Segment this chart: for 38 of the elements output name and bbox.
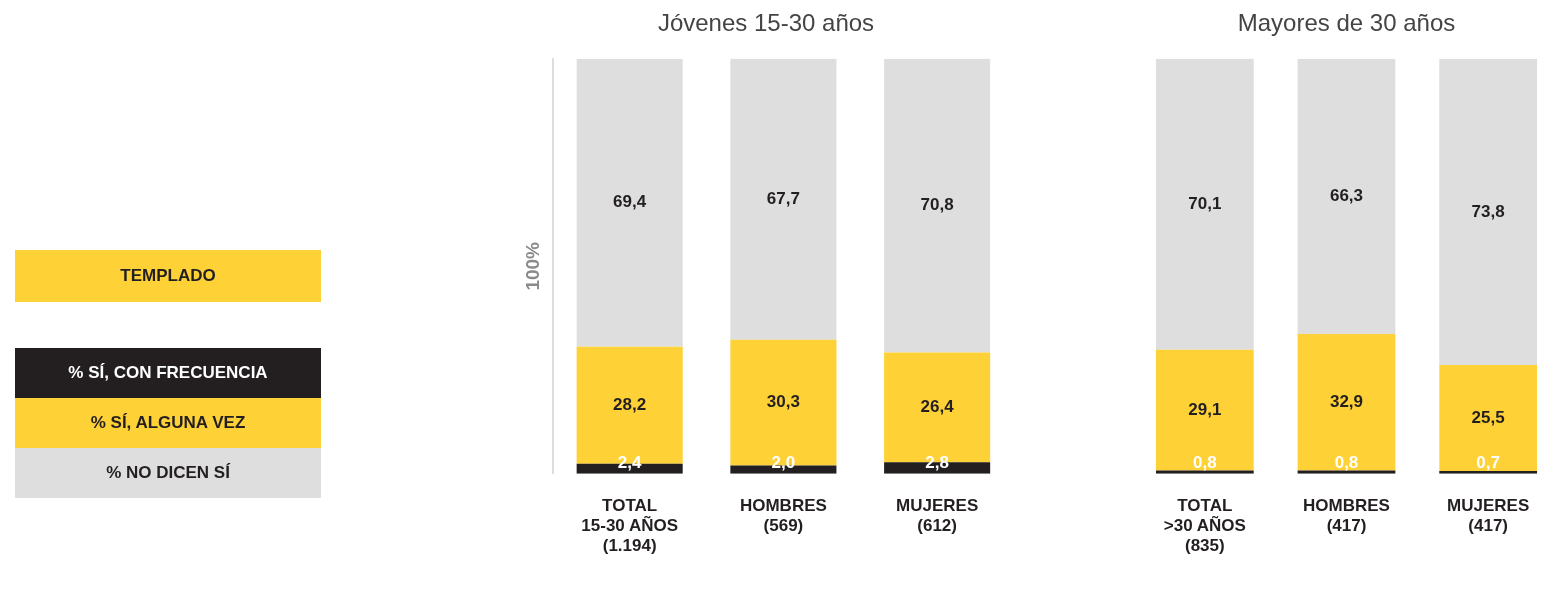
chart-title: Mayores de 30 años — [1237, 9, 1456, 37]
data-label: 0,8 — [1193, 453, 1217, 473]
data-label: 26,4 — [920, 397, 955, 417]
x-tick-label: TOTAL >30 AÑOS (835) — [1163, 495, 1246, 556]
bar — [1439, 365, 1538, 471]
data-label: 69,4 — [613, 192, 647, 212]
data-label: 25,5 — [1471, 407, 1505, 427]
data-label: 66,3 — [1329, 186, 1364, 206]
x-tick-label: HOMBRES (417) — [1303, 495, 1390, 536]
bar — [1155, 58, 1254, 350]
x-tick-label: MUJERES (612) — [896, 495, 979, 536]
bar — [1439, 58, 1538, 366]
data-label: 70,1 — [1188, 193, 1222, 213]
legend-title: TEMPLADO — [15, 250, 321, 302]
data-label: 29,1 — [1188, 399, 1222, 419]
text: % SÍ, CON FRECUENCIA — [15, 348, 321, 398]
data-label: 28,2 — [613, 395, 647, 415]
data-label: 73,8 — [1471, 201, 1505, 221]
text: % NO DICEN SÍ — [15, 448, 321, 498]
data-label: 30,3 — [766, 392, 800, 412]
data-label: 32,9 — [1329, 391, 1364, 411]
bar — [576, 58, 683, 347]
y-axis-title: 100% — [521, 241, 543, 291]
x-tick-label: TOTAL 15-30 AÑOS (1.194) — [581, 495, 679, 556]
bar — [1297, 58, 1396, 334]
bar — [730, 58, 837, 340]
bar — [884, 58, 991, 353]
data-label: 70,8 — [920, 195, 954, 215]
chart-title: Jóvenes 15-30 años — [657, 9, 875, 37]
bar — [1297, 333, 1396, 471]
data-label: 0,7 — [1476, 453, 1500, 473]
data-label: 67,7 — [766, 188, 800, 208]
bar — [1155, 349, 1254, 471]
x-tick-label: MUJERES (417) — [1447, 495, 1530, 536]
x-tick-label: HOMBRES (569) — [739, 495, 827, 536]
data-label: 0,8 — [1334, 453, 1359, 473]
text: % SÍ, ALGUNA VEZ — [15, 398, 321, 448]
bar — [1155, 470, 1254, 474]
